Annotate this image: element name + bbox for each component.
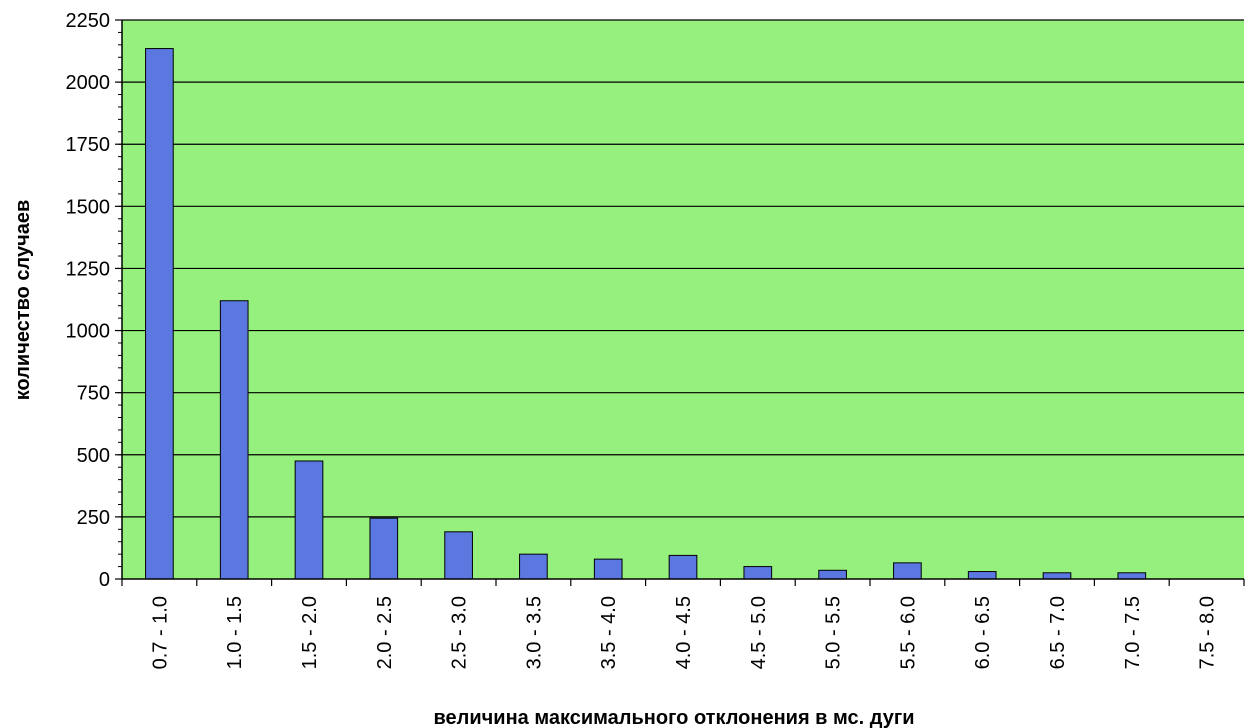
bars bbox=[145, 48, 1147, 580]
bar bbox=[1042, 572, 1072, 580]
bar bbox=[294, 460, 324, 580]
x-tick-label: 2.5 - 3.0 bbox=[449, 596, 471, 669]
x-tick-label: 1.0 - 1.5 bbox=[224, 596, 246, 669]
y-tick-labels: 0 250 500 750 1000 1250 1500 1750 2000 2250 bbox=[66, 10, 111, 591]
x-tick-label: 7.0 - 7.5 bbox=[1122, 596, 1144, 669]
x-tick-label: 6.5 - 7.0 bbox=[1047, 596, 1069, 669]
x-tick-label: 3.5 - 4.0 bbox=[598, 596, 620, 669]
y-tick-label: 250 bbox=[77, 507, 110, 529]
bar bbox=[369, 517, 399, 580]
bar bbox=[967, 571, 997, 580]
bar bbox=[519, 553, 548, 580]
y-tick-label: 1250 bbox=[66, 258, 111, 280]
plot-area bbox=[122, 20, 1244, 579]
y-tick-label: 1000 bbox=[66, 321, 111, 343]
y-tick-label: 2000 bbox=[66, 72, 111, 94]
bar bbox=[444, 531, 473, 580]
x-tick-label: 1.5 - 2.0 bbox=[299, 596, 321, 669]
bar bbox=[219, 300, 249, 580]
bar bbox=[593, 558, 623, 580]
bar bbox=[145, 48, 174, 580]
x-tick-labels: 0.7 - 1.0 1.0 - 1.5 1.5 - 2.0 2.0 - 2.5 2.5 … bbox=[149, 596, 1218, 669]
y-tick-label: 500 bbox=[77, 445, 110, 467]
y-axis-title: количество случаев bbox=[12, 200, 34, 401]
bar bbox=[668, 554, 698, 580]
x-tick-label: 5.0 - 5.5 bbox=[823, 596, 845, 669]
axes bbox=[115, 19, 1245, 586]
x-tick-label: 4.5 - 5.0 bbox=[748, 596, 770, 669]
x-axis-title: величина максимального отклонения в мс. … bbox=[434, 707, 915, 728]
x-tick-label: 4.0 - 4.5 bbox=[673, 596, 695, 669]
x-tick-label: 2.0 - 2.5 bbox=[374, 596, 396, 669]
x-tick-label: 5.5 - 6.0 bbox=[897, 596, 919, 669]
bar bbox=[893, 562, 922, 580]
y-tick-label: 1750 bbox=[66, 134, 111, 156]
x-tick-label: 7.5 - 8.0 bbox=[1197, 596, 1219, 669]
y-tick-label: 1500 bbox=[66, 196, 111, 218]
bar bbox=[743, 566, 773, 580]
bar bbox=[1117, 572, 1147, 580]
x-tick-label: 6.0 - 6.5 bbox=[972, 596, 994, 669]
x-tick-label: 0.7 - 1.0 bbox=[149, 596, 171, 669]
bar bbox=[818, 569, 847, 580]
x-tick-label: 3.0 - 3.5 bbox=[523, 596, 545, 669]
gridlines bbox=[122, 19, 1244, 518]
y-tick-label: 2250 bbox=[66, 10, 111, 32]
y-tick-label: 750 bbox=[77, 383, 110, 405]
y-tick-label: 0 bbox=[99, 569, 110, 591]
